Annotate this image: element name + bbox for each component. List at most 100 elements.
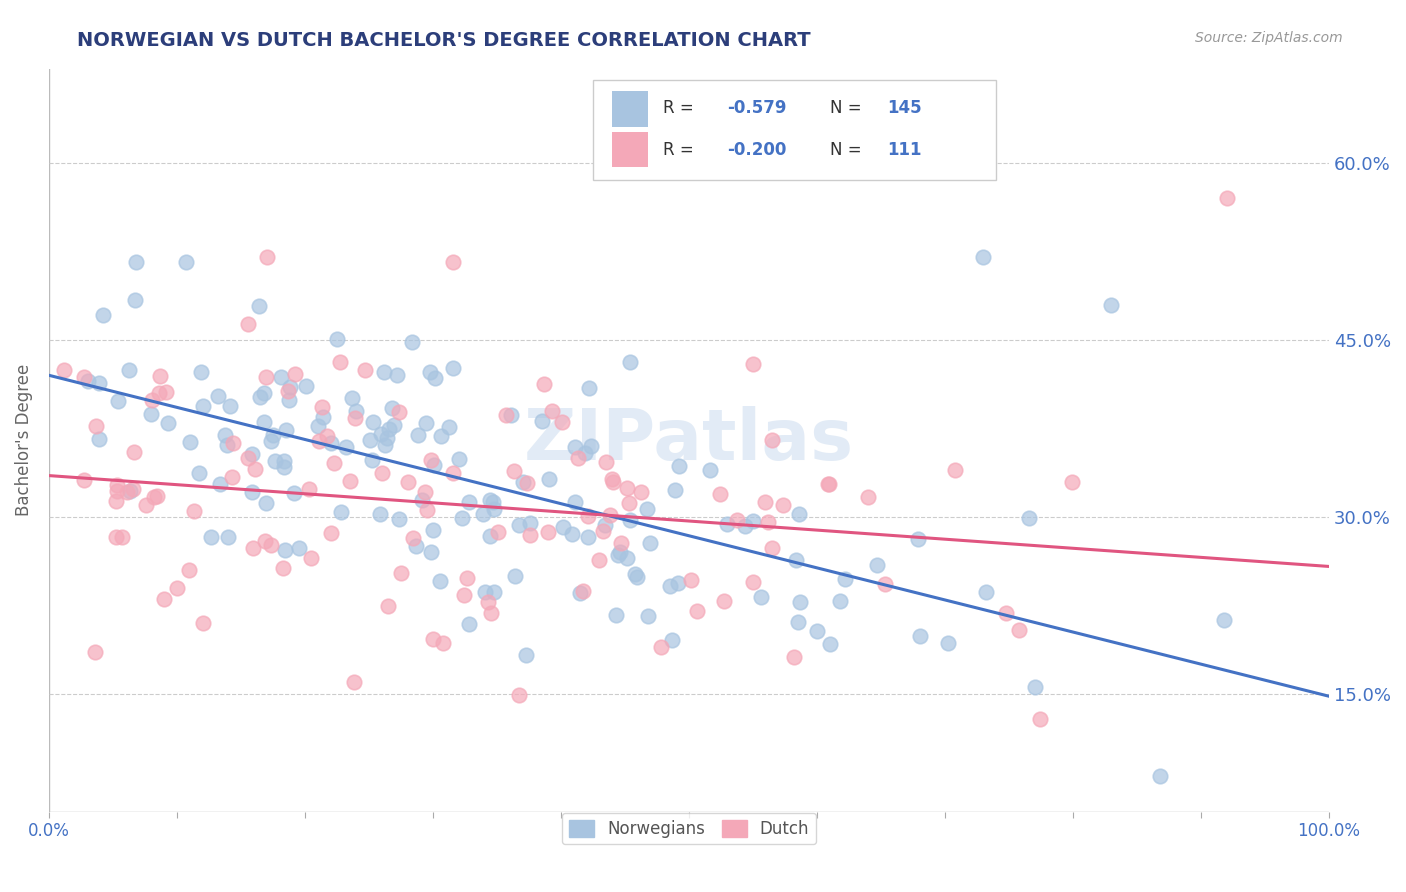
Point bbox=[396, 475, 419, 489]
Point bbox=[107, 393, 129, 408]
Point bbox=[245, 462, 267, 476]
Point bbox=[273, 454, 295, 468]
Point bbox=[52, 363, 75, 377]
Point bbox=[709, 487, 731, 501]
Point bbox=[423, 371, 446, 385]
Point bbox=[449, 452, 471, 467]
Point bbox=[817, 477, 839, 491]
Point bbox=[515, 648, 537, 663]
Point bbox=[503, 569, 526, 583]
Point bbox=[91, 308, 114, 322]
Point bbox=[609, 536, 631, 550]
Point bbox=[626, 569, 648, 583]
Point bbox=[343, 410, 366, 425]
Point bbox=[415, 416, 437, 430]
Point bbox=[734, 518, 756, 533]
Point bbox=[207, 389, 229, 403]
Point bbox=[576, 530, 599, 544]
Point bbox=[749, 590, 772, 604]
Point bbox=[179, 435, 201, 450]
FancyBboxPatch shape bbox=[593, 79, 997, 180]
Point bbox=[441, 467, 464, 481]
Point bbox=[432, 636, 454, 650]
Point bbox=[458, 495, 481, 509]
Point bbox=[139, 407, 162, 421]
Point bbox=[422, 524, 444, 538]
Point bbox=[569, 585, 592, 599]
Point bbox=[375, 431, 398, 445]
Point bbox=[588, 553, 610, 567]
Point bbox=[389, 566, 412, 580]
Point bbox=[311, 410, 333, 425]
Point bbox=[616, 550, 638, 565]
Point bbox=[249, 390, 271, 404]
Point bbox=[495, 408, 517, 422]
Point bbox=[508, 517, 530, 532]
Point bbox=[377, 599, 399, 614]
Point bbox=[787, 615, 810, 629]
Point bbox=[388, 405, 411, 419]
Point bbox=[361, 452, 384, 467]
Point bbox=[273, 460, 295, 475]
Point bbox=[789, 595, 811, 609]
Point bbox=[294, 378, 316, 392]
Point bbox=[858, 490, 880, 504]
Point bbox=[592, 524, 614, 538]
Point bbox=[342, 391, 364, 405]
Text: ZIPatlas: ZIPatlas bbox=[524, 406, 853, 475]
Point bbox=[574, 446, 596, 460]
Text: R =: R = bbox=[664, 99, 695, 117]
Point bbox=[240, 446, 263, 460]
Point bbox=[593, 517, 616, 532]
Point bbox=[259, 434, 281, 448]
Point bbox=[222, 436, 245, 450]
Point bbox=[183, 504, 205, 518]
Point bbox=[474, 585, 496, 599]
Point bbox=[254, 370, 277, 384]
Point bbox=[141, 392, 163, 407]
Point bbox=[190, 365, 212, 379]
Point bbox=[254, 496, 277, 510]
Point bbox=[441, 254, 464, 268]
Point bbox=[1215, 191, 1237, 205]
Point bbox=[761, 434, 783, 448]
Point bbox=[307, 418, 329, 433]
Point bbox=[329, 354, 352, 368]
Point bbox=[572, 584, 595, 599]
Point bbox=[316, 429, 339, 443]
Point bbox=[481, 495, 503, 509]
Point bbox=[783, 650, 806, 665]
Point bbox=[772, 498, 794, 512]
Point bbox=[561, 527, 583, 541]
Point bbox=[564, 440, 586, 454]
Point bbox=[512, 475, 534, 490]
Point bbox=[217, 530, 239, 544]
Point bbox=[118, 484, 141, 499]
Point bbox=[311, 401, 333, 415]
Point bbox=[450, 511, 472, 525]
Point bbox=[602, 475, 624, 490]
Point bbox=[818, 476, 841, 491]
Point bbox=[1018, 510, 1040, 524]
Point bbox=[122, 444, 145, 458]
Point bbox=[605, 608, 627, 623]
Point bbox=[155, 385, 177, 400]
Point bbox=[423, 458, 446, 473]
Point bbox=[550, 415, 572, 429]
Point bbox=[217, 438, 239, 452]
Point bbox=[482, 501, 505, 516]
Text: N =: N = bbox=[830, 99, 862, 117]
Point bbox=[402, 532, 425, 546]
Point bbox=[540, 404, 562, 418]
Point bbox=[453, 588, 475, 602]
Point bbox=[754, 495, 776, 509]
Point bbox=[287, 541, 309, 555]
Point bbox=[725, 513, 748, 527]
Point bbox=[785, 552, 807, 566]
Text: R =: R = bbox=[664, 141, 695, 160]
Point bbox=[359, 433, 381, 447]
Point bbox=[650, 640, 672, 655]
Point bbox=[1060, 475, 1083, 489]
Point bbox=[502, 464, 524, 478]
Point bbox=[477, 595, 499, 609]
